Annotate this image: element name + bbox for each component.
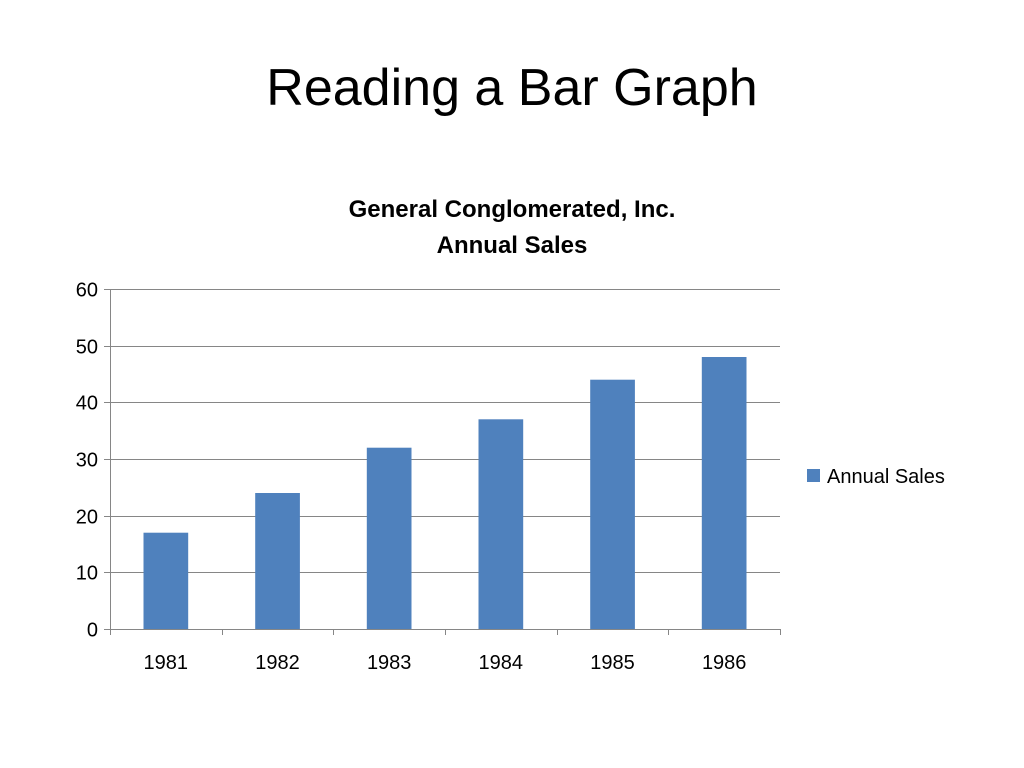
x-tick-label: 1985 [590,652,635,674]
bar-1985 [590,379,635,629]
bar-1981 [143,532,189,629]
legend: Annual Sales [807,466,945,488]
y-tick-label: 60 [76,280,98,302]
chart-subtitle: Annual Sales [436,232,588,259]
x-tick-label: 1981 [144,652,189,674]
y-tick-label: 20 [76,507,98,529]
legend-label: Annual Sales [827,466,945,488]
bar-1983 [366,447,412,629]
gridlines [110,289,780,573]
y-tick-label: 30 [76,450,98,472]
x-tick-labels: 1981 1982 1983 1984 1985 1986 [144,652,747,674]
x-tick-label: 1982 [255,652,300,674]
legend-swatch [807,469,820,482]
y-tick-label: 50 [76,337,98,359]
axes [104,289,781,635]
chart-title: General Conglomerated, Inc. [348,196,676,223]
bar-1986 [701,357,747,629]
bar-1984 [478,419,524,629]
x-tick-label: 1983 [367,652,412,674]
bars [143,357,747,629]
y-tick-label: 40 [76,393,98,415]
y-tick-label: 10 [76,563,98,585]
y-tick-labels: 0 10 20 30 40 50 60 [76,280,98,642]
slide-title: Reading a Bar Graph [266,59,758,117]
y-tick-label: 0 [87,620,98,642]
x-tick-label: 1984 [479,652,524,674]
bar-1982 [255,493,300,629]
x-tick-label: 1986 [702,652,747,674]
